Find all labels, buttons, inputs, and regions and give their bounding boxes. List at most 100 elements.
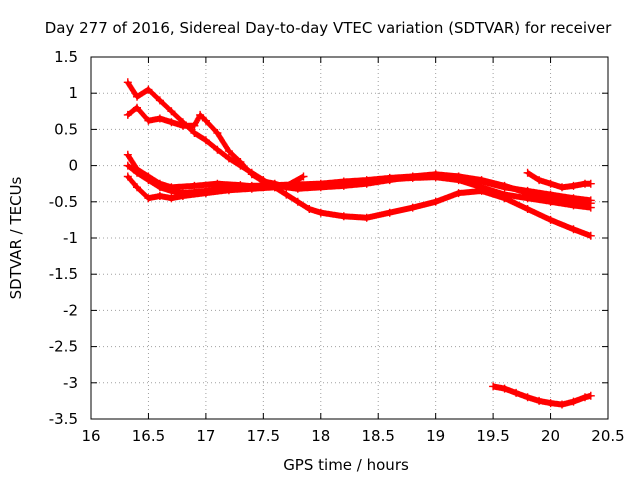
data-point xyxy=(586,196,595,205)
y-tick-label: -0.5 xyxy=(49,193,78,211)
data-point xyxy=(431,197,440,206)
x-tick-label: 18 xyxy=(311,427,330,445)
data-point xyxy=(167,107,176,116)
chart-title: Day 277 of 2016, Sidereal Day-to-day VTE… xyxy=(45,19,612,37)
data-point xyxy=(144,194,153,203)
data-point xyxy=(178,192,187,200)
data-point xyxy=(144,172,153,181)
data-point xyxy=(523,393,532,402)
data-point xyxy=(224,154,233,163)
y-tick-label: -2.5 xyxy=(49,338,78,356)
data-point xyxy=(224,186,233,195)
data-point xyxy=(362,213,371,222)
series-track-g xyxy=(489,382,595,409)
data-point xyxy=(569,397,578,406)
data-point xyxy=(546,197,555,206)
data-point xyxy=(123,172,132,181)
data-point xyxy=(144,116,153,125)
data-point xyxy=(201,116,210,125)
data-point xyxy=(133,165,141,174)
data-point xyxy=(133,92,141,101)
data-point xyxy=(569,225,578,234)
y-tick-label: 0.5 xyxy=(54,120,78,138)
x-tick-label: 16.5 xyxy=(132,427,165,445)
x-tick-label: 20 xyxy=(541,427,560,445)
data-point xyxy=(213,179,222,188)
data-point xyxy=(385,208,394,217)
x-tick-label: 17.5 xyxy=(247,427,280,445)
series-track-d xyxy=(123,172,595,212)
data-point xyxy=(408,173,417,182)
data-point xyxy=(408,203,417,212)
data-point xyxy=(293,181,302,190)
y-tick-label: -1 xyxy=(63,229,78,247)
data-point xyxy=(167,118,176,127)
data-point xyxy=(190,181,199,190)
y-tick-label: 0 xyxy=(68,157,78,175)
data-point xyxy=(123,161,132,170)
series-markers xyxy=(124,79,594,239)
data-point xyxy=(213,145,222,154)
data-point xyxy=(201,136,210,145)
y-tick-label: -2 xyxy=(63,301,78,319)
data-point xyxy=(477,183,486,192)
y-axis-label: SDTVAR / TECUs xyxy=(7,176,25,299)
data-points xyxy=(123,78,595,409)
data-point xyxy=(586,203,595,212)
data-point xyxy=(546,215,555,224)
x-tick-label: 19 xyxy=(426,427,445,445)
x-tick-label: 19.5 xyxy=(476,427,509,445)
data-point xyxy=(201,189,210,198)
series-track-f xyxy=(523,168,595,192)
data-point xyxy=(569,181,578,190)
data-point xyxy=(133,183,141,192)
data-point xyxy=(305,205,314,213)
data-point xyxy=(489,382,498,391)
data-point xyxy=(385,175,394,184)
data-point xyxy=(523,194,532,203)
data-point xyxy=(569,201,578,210)
data-point xyxy=(500,190,509,199)
data-point xyxy=(500,183,509,192)
data-point xyxy=(316,181,325,190)
x-axis-label: GPS time / hours xyxy=(283,456,409,474)
data-point xyxy=(259,183,268,192)
data-point xyxy=(569,194,578,203)
axis-ticks: 16 16.5 17 17.5 18 18.5 19 19.5 20 20.5 1.5 1 0.5 0 -0… xyxy=(49,48,625,445)
data-point xyxy=(155,192,164,200)
y-tick-label: -3 xyxy=(63,374,78,392)
data-point xyxy=(523,186,532,195)
y-tick-label: -3.5 xyxy=(49,410,78,428)
data-point xyxy=(512,388,521,397)
y-tick-label: -1.5 xyxy=(49,265,78,283)
series-track-a xyxy=(123,78,595,240)
data-point xyxy=(362,177,371,186)
data-point xyxy=(178,121,187,130)
data-point xyxy=(144,85,153,94)
data-point xyxy=(167,194,176,203)
data-point xyxy=(155,179,164,188)
data-point xyxy=(339,212,348,221)
data-point xyxy=(155,96,164,105)
data-point xyxy=(123,150,132,159)
series-markers xyxy=(490,383,594,408)
data-point xyxy=(431,173,440,182)
data-point xyxy=(500,384,509,393)
x-tick-label: 18.5 xyxy=(362,427,395,445)
data-point xyxy=(123,78,132,87)
data-point xyxy=(236,158,245,166)
x-tick-label: 17 xyxy=(196,427,215,445)
data-point xyxy=(581,393,589,402)
data-point xyxy=(123,110,132,119)
data-point xyxy=(546,399,555,408)
y-tick-label: 1 xyxy=(68,84,78,102)
data-point xyxy=(546,179,555,188)
data-point xyxy=(454,189,463,198)
data-point xyxy=(558,183,566,192)
data-point xyxy=(282,190,291,199)
series-track-e xyxy=(123,150,308,192)
data-point xyxy=(558,400,566,409)
data-point xyxy=(236,181,245,190)
data-point xyxy=(523,205,532,213)
